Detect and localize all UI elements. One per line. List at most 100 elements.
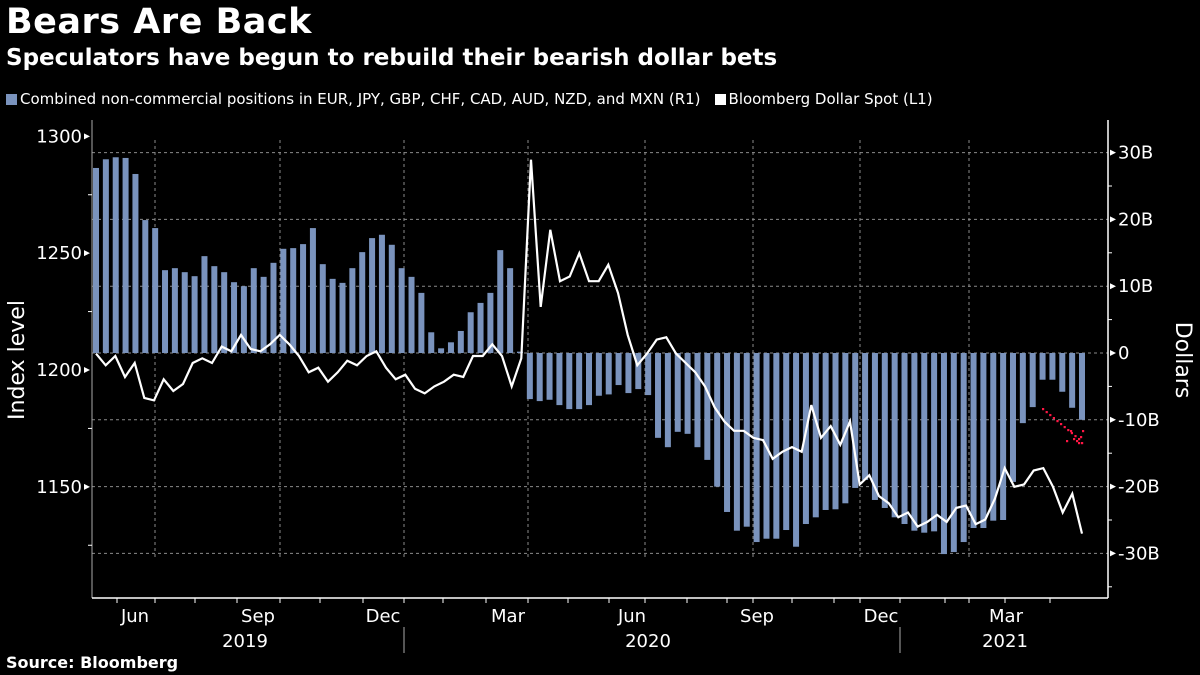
bar [191, 276, 198, 353]
bar [171, 268, 178, 353]
bar [93, 167, 99, 353]
annotations [1042, 408, 1085, 445]
arrow-dot [1063, 426, 1066, 429]
bar [260, 276, 267, 353]
legend-label-dollar-spot: Bloomberg Dollar Spot (L1) [728, 90, 933, 108]
dollar-spot-line [95, 159, 1084, 534]
right-tick-label: -10B [1118, 410, 1160, 431]
bar [842, 353, 849, 504]
bar [595, 353, 602, 396]
axes: 1150 1200 1250 1300 -30B -20B -10B 0 10B 20B 30B Ju… [36, 120, 1160, 653]
bar [862, 353, 869, 480]
bar [615, 353, 622, 386]
bar [270, 262, 277, 353]
bar [1059, 353, 1066, 392]
left-axis-title: Index level [5, 300, 30, 420]
bar [290, 248, 297, 353]
bar [950, 353, 957, 553]
bar [556, 353, 563, 406]
bar [1009, 353, 1016, 482]
bar [891, 353, 898, 518]
arrow-dot [1049, 414, 1052, 417]
bar-series [93, 157, 1085, 555]
arrow-dot [1074, 435, 1077, 438]
bar [280, 248, 287, 353]
right-tick-label: -20B [1118, 477, 1160, 498]
right-tick-mark [1110, 283, 1116, 290]
bar [970, 353, 977, 529]
bar [152, 228, 159, 353]
bar [605, 353, 612, 395]
bar [319, 264, 326, 353]
bar [881, 353, 888, 508]
bar [931, 353, 938, 532]
x-month-label: Jun [120, 606, 149, 627]
x-month-label: Mar [989, 606, 1024, 627]
bar [684, 353, 691, 434]
bar [1000, 353, 1007, 520]
x-month-label: Mar [491, 606, 526, 627]
bar [240, 286, 247, 353]
line-series [95, 159, 1084, 534]
bar [871, 353, 878, 500]
bar [359, 252, 366, 353]
bar [329, 278, 336, 353]
bar [812, 353, 819, 518]
bar [142, 220, 149, 353]
bar [339, 282, 346, 353]
bar [102, 159, 109, 353]
legend-label-positions: Combined non-commercial positions in EUR… [20, 90, 701, 108]
legend-swatch-positions [6, 93, 17, 105]
bar [694, 353, 701, 448]
arrow-head-dot [1066, 440, 1069, 443]
bar [516, 351, 523, 353]
bar [349, 268, 356, 353]
chart-subtitle: Speculators have begun to rebuild their … [6, 45, 778, 71]
bar [566, 353, 573, 410]
bar [536, 353, 543, 402]
right-axis-title: Dollars [1170, 322, 1195, 399]
arrow-dot [1060, 423, 1063, 426]
bar [526, 353, 533, 400]
arrow-head-dot [1078, 442, 1081, 445]
arrow-dot [1045, 411, 1048, 414]
legend-item-positions: Combined non-commercial positions in EUR… [6, 90, 701, 108]
arrow-dot [1056, 420, 1059, 423]
legend-item-dollar-spot: Bloomberg Dollar Spot (L1) [714, 90, 933, 108]
bar [378, 234, 385, 353]
right-tick-label: 20B [1118, 209, 1153, 230]
legend: Combined non-commercial positions in EUR… [6, 90, 941, 108]
bar [832, 353, 839, 510]
x-year-label: 2021 [982, 631, 1028, 652]
arrow-dot [1078, 438, 1081, 441]
left-tick-mark [84, 250, 90, 257]
bar [477, 302, 484, 353]
legend-swatch-dollar-spot [714, 93, 726, 105]
bar [497, 250, 504, 353]
bar [733, 353, 740, 531]
bar [1079, 353, 1085, 420]
right-tick-label: 0 [1118, 343, 1129, 364]
bar [546, 353, 553, 400]
right-tick-label: 10B [1118, 276, 1153, 297]
right-tick-mark [1110, 149, 1116, 156]
bar [674, 353, 681, 432]
arrow-head-dot [1076, 440, 1079, 443]
bar [181, 272, 188, 353]
bar [635, 353, 642, 390]
chart-title: Bears Are Back [6, 2, 312, 42]
bar [507, 268, 514, 353]
bar [645, 353, 652, 396]
bar [704, 353, 711, 460]
bar [388, 244, 395, 353]
left-tick-mark [84, 133, 90, 140]
bar [132, 173, 139, 353]
arrow-head-dot [1073, 438, 1076, 441]
arrow-dot [1067, 429, 1070, 432]
bar [428, 332, 435, 353]
bar [1029, 353, 1036, 408]
bar [1069, 353, 1076, 408]
bar [586, 353, 592, 406]
left-tick-mark [84, 367, 90, 373]
